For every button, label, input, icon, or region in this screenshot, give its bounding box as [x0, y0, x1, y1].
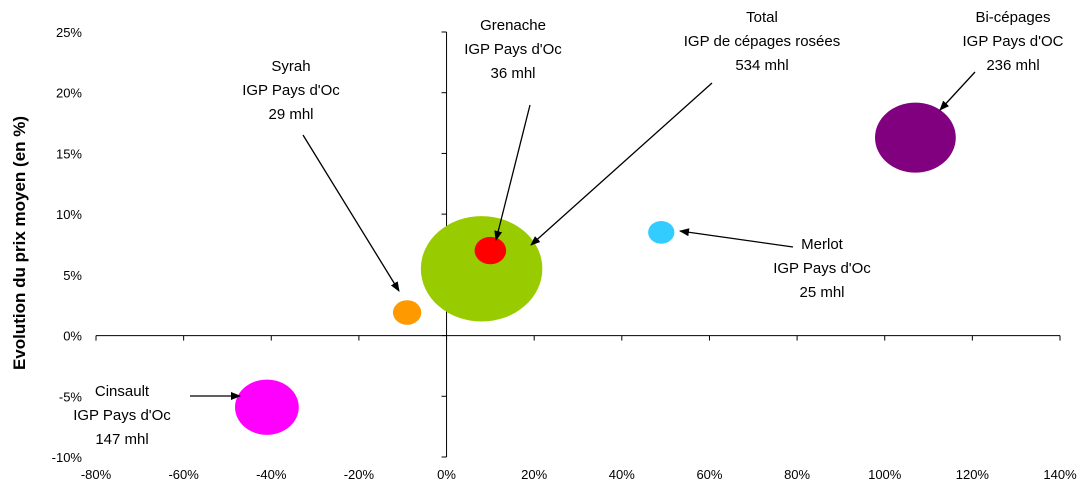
- annotation-label: Total: [746, 9, 778, 26]
- x-tick-label: 140%: [1043, 467, 1077, 482]
- bubble: [648, 220, 675, 244]
- annotation-label: Grenache: [480, 17, 546, 34]
- annotation-label: 236 mhl: [986, 57, 1039, 74]
- y-tick-label: 10%: [56, 207, 82, 222]
- annotation-label: 147 mhl: [95, 431, 148, 448]
- bubble: [875, 102, 956, 173]
- annotation-label: IGP Pays d'Oc: [242, 82, 340, 99]
- annotation-label: 25 mhl: [799, 284, 844, 301]
- x-tick-label: -20%: [344, 467, 375, 482]
- x-tick-label: 80%: [784, 467, 810, 482]
- y-tick-label: 20%: [56, 86, 82, 101]
- annotation-label: IGP de cépages rosées: [684, 33, 841, 50]
- x-tick-label: 100%: [868, 467, 902, 482]
- x-tick-label: -60%: [168, 467, 199, 482]
- bubble: [235, 379, 299, 435]
- annotation-label: IGP Pays d'Oc: [773, 260, 871, 277]
- x-tick-label: 60%: [696, 467, 722, 482]
- annotation-label: IGP Pays d'Oc: [73, 407, 171, 424]
- x-tick-label: 0%: [437, 467, 456, 482]
- y-tick-label: 15%: [56, 146, 82, 161]
- axes: -80% -60% -40% -20% 0% 20% 40% 60% 80% 100% 120% 14…: [52, 25, 1077, 482]
- x-tick-label: 20%: [521, 467, 547, 482]
- x-tick-label: 40%: [609, 467, 635, 482]
- annotation-label: Syrah: [271, 58, 310, 75]
- bubble: [474, 236, 507, 265]
- annotation-arrow: [679, 228, 794, 248]
- annotation-arrow: [302, 134, 400, 292]
- y-tick-label: 5%: [63, 268, 82, 283]
- annotation-label: 534 mhl: [735, 57, 788, 74]
- x-tick-label: -40%: [256, 467, 287, 482]
- y-tick-label: -10%: [52, 450, 83, 465]
- annotation-label: 29 mhl: [268, 106, 313, 123]
- x-tick-label: 120%: [956, 467, 990, 482]
- annotation-label: Merlot: [801, 236, 844, 253]
- bubble: [392, 300, 422, 325]
- annotation-arrow: [530, 82, 713, 246]
- annotations: Total IGP de cépages rosées 534 mhl Bi-cépa…: [73, 9, 1063, 448]
- bubble: [420, 216, 543, 322]
- annotation-label: IGP Pays d'Oc: [464, 41, 562, 58]
- annotation-arrow: [494, 104, 531, 241]
- x-tick-label: -80%: [81, 467, 112, 482]
- y-tick-label: 25%: [56, 25, 82, 40]
- annotation-label: 36 mhl: [490, 65, 535, 82]
- y-axis-label: Evolution du prix moyen (en %): [10, 116, 29, 370]
- annotation-label: Bi-cépages: [975, 9, 1050, 26]
- annotation-label: IGP Pays d'OC: [963, 33, 1064, 50]
- y-tick-label: -5%: [59, 389, 83, 404]
- y-tick-label: 0%: [63, 329, 82, 344]
- annotation-arrow: [939, 71, 976, 111]
- bubbles: [235, 102, 956, 435]
- annotation-label: Cinsault: [95, 383, 150, 400]
